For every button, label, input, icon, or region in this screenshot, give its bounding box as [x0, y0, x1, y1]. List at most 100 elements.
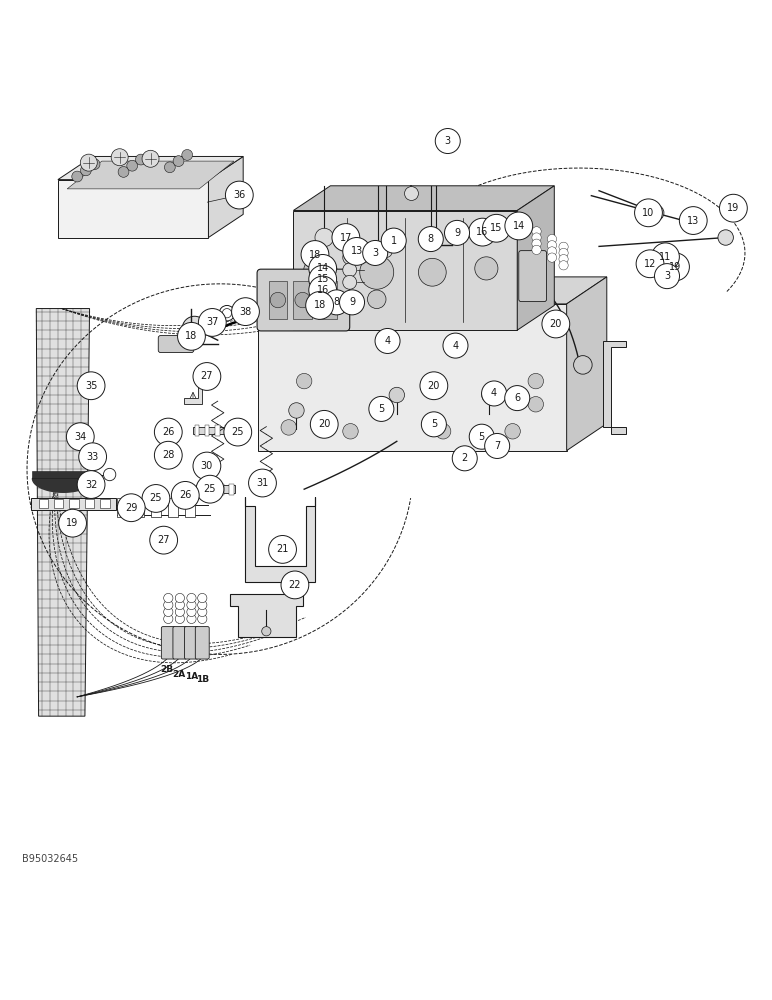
Text: 21: 21 — [276, 544, 289, 554]
Circle shape — [343, 238, 371, 265]
Circle shape — [198, 614, 207, 624]
Circle shape — [309, 255, 337, 282]
Text: 12: 12 — [644, 259, 656, 269]
Polygon shape — [184, 380, 202, 404]
Circle shape — [435, 424, 451, 439]
Circle shape — [187, 607, 196, 617]
Circle shape — [222, 309, 232, 318]
Text: 8: 8 — [428, 234, 434, 244]
Polygon shape — [32, 478, 94, 492]
Text: 18: 18 — [313, 300, 326, 310]
Circle shape — [306, 292, 334, 319]
Circle shape — [343, 275, 357, 289]
Bar — [134, 498, 144, 517]
Circle shape — [182, 150, 192, 160]
Text: 3: 3 — [372, 248, 378, 258]
Text: 3: 3 — [445, 136, 451, 146]
Circle shape — [485, 433, 510, 458]
Text: 34: 34 — [74, 432, 86, 442]
Text: 16: 16 — [317, 285, 329, 295]
Circle shape — [420, 372, 448, 400]
Circle shape — [332, 224, 360, 251]
Bar — [225, 425, 230, 436]
Circle shape — [79, 443, 107, 471]
Circle shape — [718, 230, 733, 245]
Circle shape — [150, 526, 178, 554]
Text: B95032645: B95032645 — [22, 854, 78, 864]
Text: 4: 4 — [491, 388, 497, 398]
Text: 14: 14 — [317, 263, 329, 273]
Circle shape — [547, 234, 557, 244]
Text: 5: 5 — [378, 404, 384, 414]
Text: 36: 36 — [233, 190, 245, 200]
Text: 26: 26 — [162, 427, 174, 437]
Circle shape — [547, 247, 557, 256]
Text: 10: 10 — [642, 208, 655, 218]
Circle shape — [532, 233, 541, 242]
Circle shape — [117, 494, 145, 522]
Bar — [39, 499, 48, 508]
Bar — [85, 499, 94, 508]
Text: 29: 29 — [125, 503, 137, 513]
Text: 5: 5 — [431, 419, 437, 429]
Text: 30: 30 — [201, 461, 213, 471]
Circle shape — [482, 387, 497, 403]
Circle shape — [187, 600, 196, 610]
Circle shape — [196, 475, 224, 503]
Circle shape — [77, 372, 105, 400]
Circle shape — [343, 251, 357, 265]
Circle shape — [532, 227, 541, 236]
Circle shape — [164, 162, 175, 173]
Text: 18: 18 — [185, 331, 198, 341]
Circle shape — [175, 593, 185, 603]
Circle shape — [574, 356, 592, 374]
Circle shape — [482, 381, 506, 406]
Polygon shape — [58, 156, 243, 180]
Circle shape — [198, 600, 207, 610]
Circle shape — [187, 593, 196, 603]
Text: 1A: 1A — [185, 672, 198, 681]
Text: 6: 6 — [514, 393, 520, 403]
Circle shape — [187, 614, 196, 624]
Circle shape — [301, 241, 329, 268]
Text: 16: 16 — [476, 227, 489, 237]
Text: 22: 22 — [289, 580, 301, 590]
Circle shape — [505, 386, 530, 411]
Bar — [195, 425, 199, 436]
Text: 27: 27 — [157, 535, 170, 545]
Bar — [269, 281, 287, 319]
Circle shape — [720, 194, 747, 222]
Circle shape — [127, 160, 137, 171]
Circle shape — [662, 253, 689, 281]
Polygon shape — [32, 471, 94, 478]
Polygon shape — [58, 180, 208, 238]
Circle shape — [198, 593, 207, 603]
Circle shape — [532, 245, 541, 255]
Text: 9: 9 — [454, 228, 460, 238]
Circle shape — [648, 205, 664, 221]
Bar — [100, 499, 110, 508]
Circle shape — [655, 264, 679, 289]
Text: 1B: 1B — [195, 675, 209, 684]
Bar — [198, 484, 203, 495]
Circle shape — [505, 424, 520, 439]
Circle shape — [687, 216, 703, 231]
Circle shape — [475, 257, 498, 280]
Circle shape — [309, 276, 337, 304]
Text: 8: 8 — [334, 297, 340, 307]
Circle shape — [154, 441, 182, 469]
Polygon shape — [567, 277, 607, 451]
Circle shape — [443, 333, 468, 358]
Circle shape — [224, 418, 252, 446]
Circle shape — [289, 403, 304, 418]
FancyBboxPatch shape — [195, 627, 209, 659]
Circle shape — [173, 156, 184, 166]
Circle shape — [636, 250, 664, 278]
Circle shape — [164, 614, 173, 624]
Bar — [151, 498, 161, 517]
Polygon shape — [208, 156, 243, 238]
Circle shape — [154, 418, 182, 446]
Circle shape — [559, 248, 568, 258]
Polygon shape — [258, 304, 567, 451]
Circle shape — [559, 255, 568, 264]
